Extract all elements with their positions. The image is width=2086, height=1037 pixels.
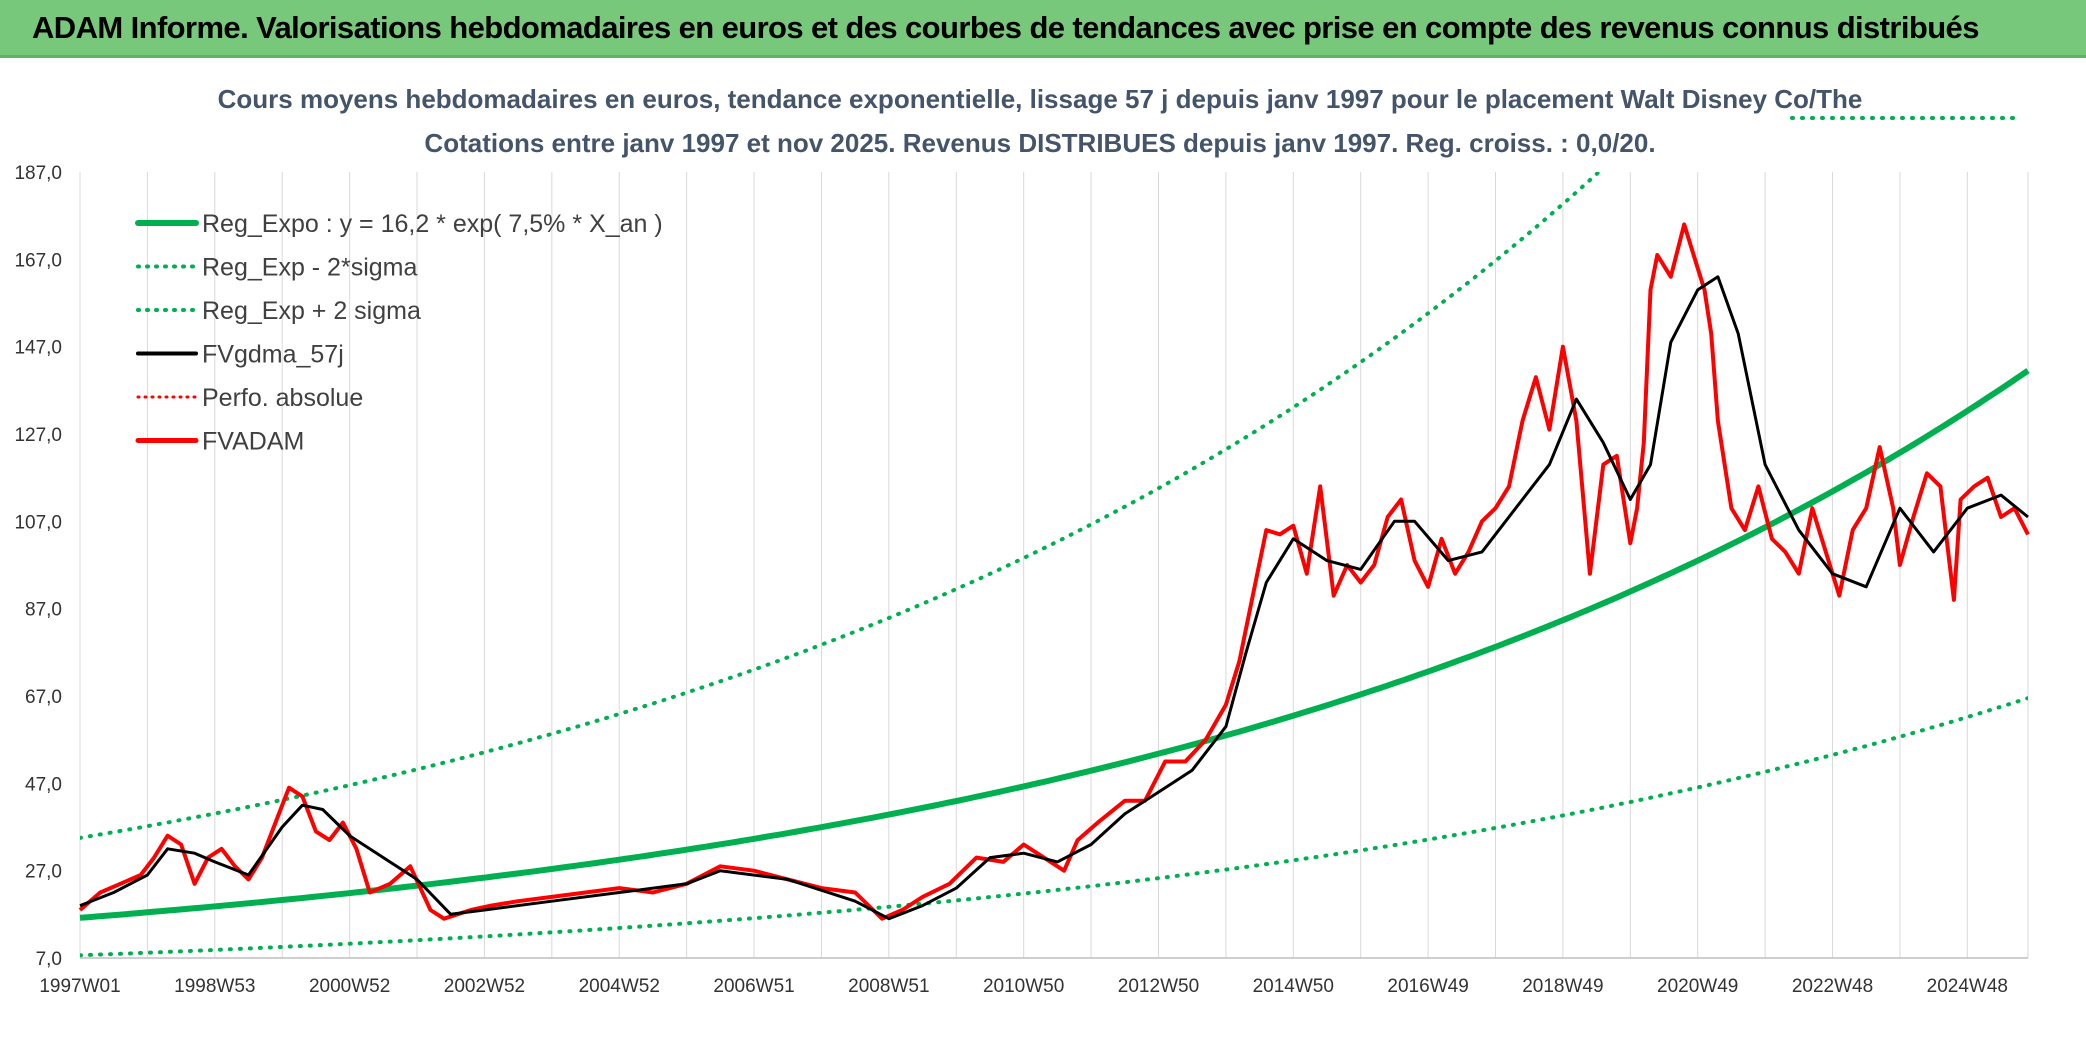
x-tick-label: 2008W51 xyxy=(848,976,929,997)
x-axis-ticks: 1997W01 1998W53 2000W52 2002W52 2004W52 2006W… xyxy=(39,976,2008,997)
grid xyxy=(79,172,2029,958)
chart-subtitle: Cotations entre janv 1997 et nov 2025. R… xyxy=(424,128,1655,158)
y-tick-label: 187,0 xyxy=(14,163,62,184)
y-tick-label: 87,0 xyxy=(25,600,62,621)
legend: Reg_Expo : y = 16,2 * exp( 7,5% * X_an )… xyxy=(135,210,663,456)
x-tick-label: 2004W52 xyxy=(579,976,660,997)
x-tick-label: 2012W50 xyxy=(1118,976,1199,997)
x-tick-label: 2006W51 xyxy=(713,976,794,997)
x-tick-label: 2014W50 xyxy=(1253,976,1334,997)
reg-exp-minus-2sigma-line xyxy=(80,696,2028,958)
series-layer xyxy=(78,116,2030,958)
x-tick-label: 2020W49 xyxy=(1657,976,1738,997)
legend-key-fvgdma-label: FVgdma_57j xyxy=(202,341,344,369)
y-axis-ticks: 7,0 27,0 47,0 67,0 87,0 107,0 127,0 147,0 167,0 1… xyxy=(14,163,62,970)
legend-key-fvadam-label: FVADAM xyxy=(202,428,304,456)
report-banner: ADAM Informe. Valorisations hebdomadaire… xyxy=(0,0,2086,58)
y-tick-label: 47,0 xyxy=(25,774,62,795)
y-tick-label: 7,0 xyxy=(36,949,62,970)
x-tick-label: 2018W49 xyxy=(1522,976,1603,997)
legend-key-perfo-label: Perfo. absolue xyxy=(202,384,363,412)
x-tick-label: 2022W48 xyxy=(1792,976,1873,997)
x-tick-label: 1997W01 xyxy=(39,976,120,997)
report-banner-title: ADAM Informe. Valorisations hebdomadaire… xyxy=(32,10,1979,45)
legend-key-reg-expo-label: Reg_Expo : y = 16,2 * exp( 7,5% * X_an ) xyxy=(202,210,663,238)
x-tick-label: 2010W50 xyxy=(983,976,1064,997)
y-tick-label: 107,0 xyxy=(14,512,62,533)
x-tick-label: 2002W52 xyxy=(444,976,525,997)
y-tick-label: 127,0 xyxy=(14,425,62,446)
fvgdma-57j-line xyxy=(79,275,2029,921)
y-tick-label: 167,0 xyxy=(14,250,62,271)
y-tick-label: 27,0 xyxy=(25,862,62,883)
chart-area: 7,0 27,0 47,0 67,0 87,0 107,0 127,0 147,0 167,0 1… xyxy=(0,58,2086,1037)
legend-key-reg-plus-label: Reg_Exp + 2 sigma xyxy=(202,297,421,325)
y-tick-label: 67,0 xyxy=(25,687,62,708)
fvadam-line xyxy=(78,222,2030,921)
x-tick-label: 2016W49 xyxy=(1387,976,1468,997)
reg-exp-plus-2sigma-line xyxy=(80,172,1602,840)
line-chart: 7,0 27,0 47,0 67,0 87,0 107,0 127,0 147,0 167,0 1… xyxy=(14,84,2030,997)
x-tick-label: 2000W52 xyxy=(309,976,390,997)
chart-title: Cours moyens hebdomadaires en euros, ten… xyxy=(218,84,1863,114)
y-tick-label: 147,0 xyxy=(14,338,62,359)
x-tick-label: 1998W53 xyxy=(174,976,255,997)
legend-key-reg-minus-label: Reg_Exp - 2*sigma xyxy=(202,254,417,282)
reg-expo-line xyxy=(79,368,2030,921)
x-tick-label: 2024W48 xyxy=(1927,976,2008,997)
